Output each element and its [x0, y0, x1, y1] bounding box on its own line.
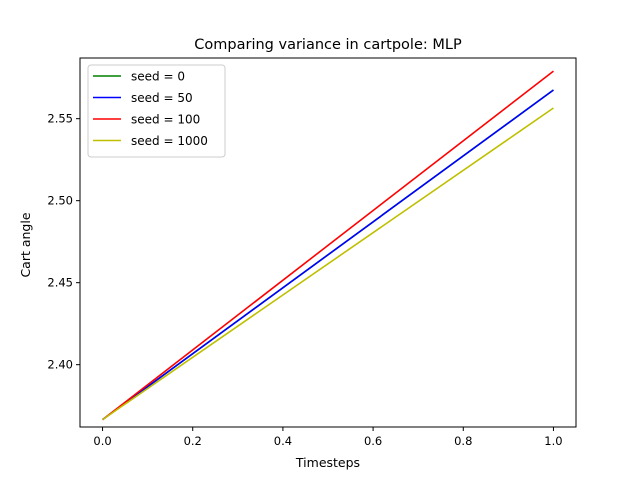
y-tick-label: 2.55 — [47, 112, 73, 126]
x-axis-label: Timesteps — [295, 455, 360, 470]
legend: seed = 0 seed = 50 seed = 100 seed = 1000 — [87, 64, 226, 158]
x-tick-label: 0.8 — [454, 434, 472, 448]
x-tick-label: 1.0 — [544, 434, 562, 448]
x-tick-label: 0.6 — [364, 434, 382, 448]
legend-label-0: seed = 0 — [131, 70, 185, 84]
x-tick-label: 0.0 — [93, 434, 111, 448]
y-axis-label: Cart angle — [18, 212, 33, 277]
series-line-1 — [102, 89, 554, 421]
chart-title: Comparing variance in cartpole: MLP — [194, 37, 462, 53]
series-line-3 — [102, 107, 554, 421]
y-tick-label: 2.50 — [47, 194, 73, 208]
y-tick-label: 2.40 — [47, 358, 73, 372]
series-line-2 — [102, 70, 554, 421]
y-tick-label: 2.45 — [47, 276, 73, 290]
x-tick-label: 0.2 — [184, 434, 202, 448]
legend-box — [87, 64, 226, 158]
axis-ticks: 0.0 0.2 0.4 0.6 0.8 1.0 2.40 2.45 2.50 2.55 — [47, 112, 562, 448]
plot-area — [102, 70, 554, 421]
axes-frame — [79, 57, 577, 428]
x-tick-label: 0.4 — [274, 434, 292, 448]
legend-label-1: seed = 50 — [131, 91, 193, 105]
legend-label-2: seed = 100 — [131, 113, 200, 127]
legend-label-3: seed = 1000 — [131, 134, 208, 148]
